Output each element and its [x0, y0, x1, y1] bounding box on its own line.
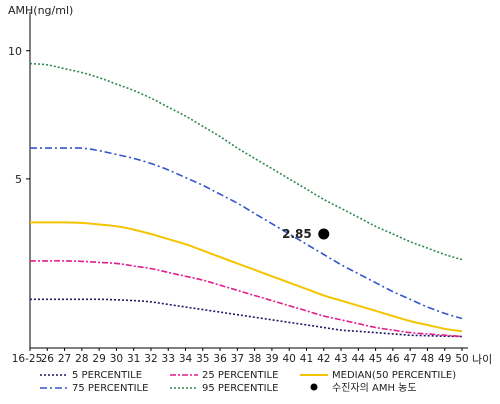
- x-tick-label: 35: [196, 353, 209, 365]
- x-tick-label: 16-25: [12, 353, 43, 365]
- series-line-median-50-percentile: [30, 221, 463, 333]
- x-tick-label: 33: [162, 353, 175, 365]
- legend-label-median-50-percentile: MEDIAN(50 PERCENTILE): [332, 370, 456, 381]
- series-line-5-percentile: [29, 298, 463, 338]
- x-tick-label: 44: [352, 353, 366, 365]
- annotation-group: 2.85: [282, 227, 330, 241]
- legend-label-25-percentile: 25 PERCENTILE: [202, 370, 278, 381]
- x-tick-label: 37: [231, 353, 244, 365]
- x-tick-label: 31: [127, 353, 140, 365]
- x-tick-label: 28: [75, 353, 88, 365]
- x-axis-title: 나이: [472, 353, 492, 366]
- x-tick-label: 42: [317, 353, 330, 365]
- x-tick-label: 40: [283, 353, 296, 365]
- series-group: [29, 62, 463, 338]
- x-tick-label: 46: [386, 353, 400, 365]
- series-line-95-percentile: [29, 62, 463, 261]
- series-line-75-percentile: [29, 147, 463, 320]
- x-tick-label: 26: [41, 353, 55, 365]
- x-tick-label: 47: [403, 353, 416, 365]
- x-tick-label: 34: [179, 353, 193, 365]
- legend-label-75-percentile: 75 PERCENTILE: [72, 383, 148, 394]
- patient-value-label: 2.85: [282, 227, 312, 241]
- x-tick-label: 38: [248, 353, 261, 365]
- y-tick-label: 10: [8, 45, 22, 58]
- x-tick-label: 45: [369, 353, 382, 365]
- legend-swatch-patient-point: [310, 383, 318, 391]
- x-tick-label: 41: [300, 353, 313, 365]
- x-tick-label: 49: [438, 353, 451, 365]
- legend-group: 5 PERCENTILE 25 PERCENTILE MEDIAN(50 PERCE…: [40, 370, 456, 394]
- x-tick-label: 36: [213, 353, 227, 365]
- y-axis-title: AMH(ng/ml): [8, 4, 73, 17]
- series-line-25-percentile: [29, 260, 463, 338]
- x-tick-label: 39: [265, 353, 278, 365]
- legend-label-5-percentile: 5 PERCENTILE: [72, 370, 142, 381]
- x-tick-label: 27: [58, 353, 71, 365]
- x-tick-label: 30: [110, 353, 123, 365]
- patient-point: [318, 228, 330, 240]
- y-tick-label: 5: [15, 173, 22, 186]
- x-tick-label: 43: [334, 353, 347, 365]
- x-tick-label: 48: [421, 353, 434, 365]
- legend-label-95-percentile: 95 PERCENTILE: [202, 383, 278, 394]
- x-tick-label: 50: [455, 353, 468, 365]
- x-tick-label: 29: [92, 353, 105, 365]
- legend-label-patient-point: 수진자의 AMH 농도: [332, 382, 417, 394]
- x-tick-label: 32: [144, 353, 157, 365]
